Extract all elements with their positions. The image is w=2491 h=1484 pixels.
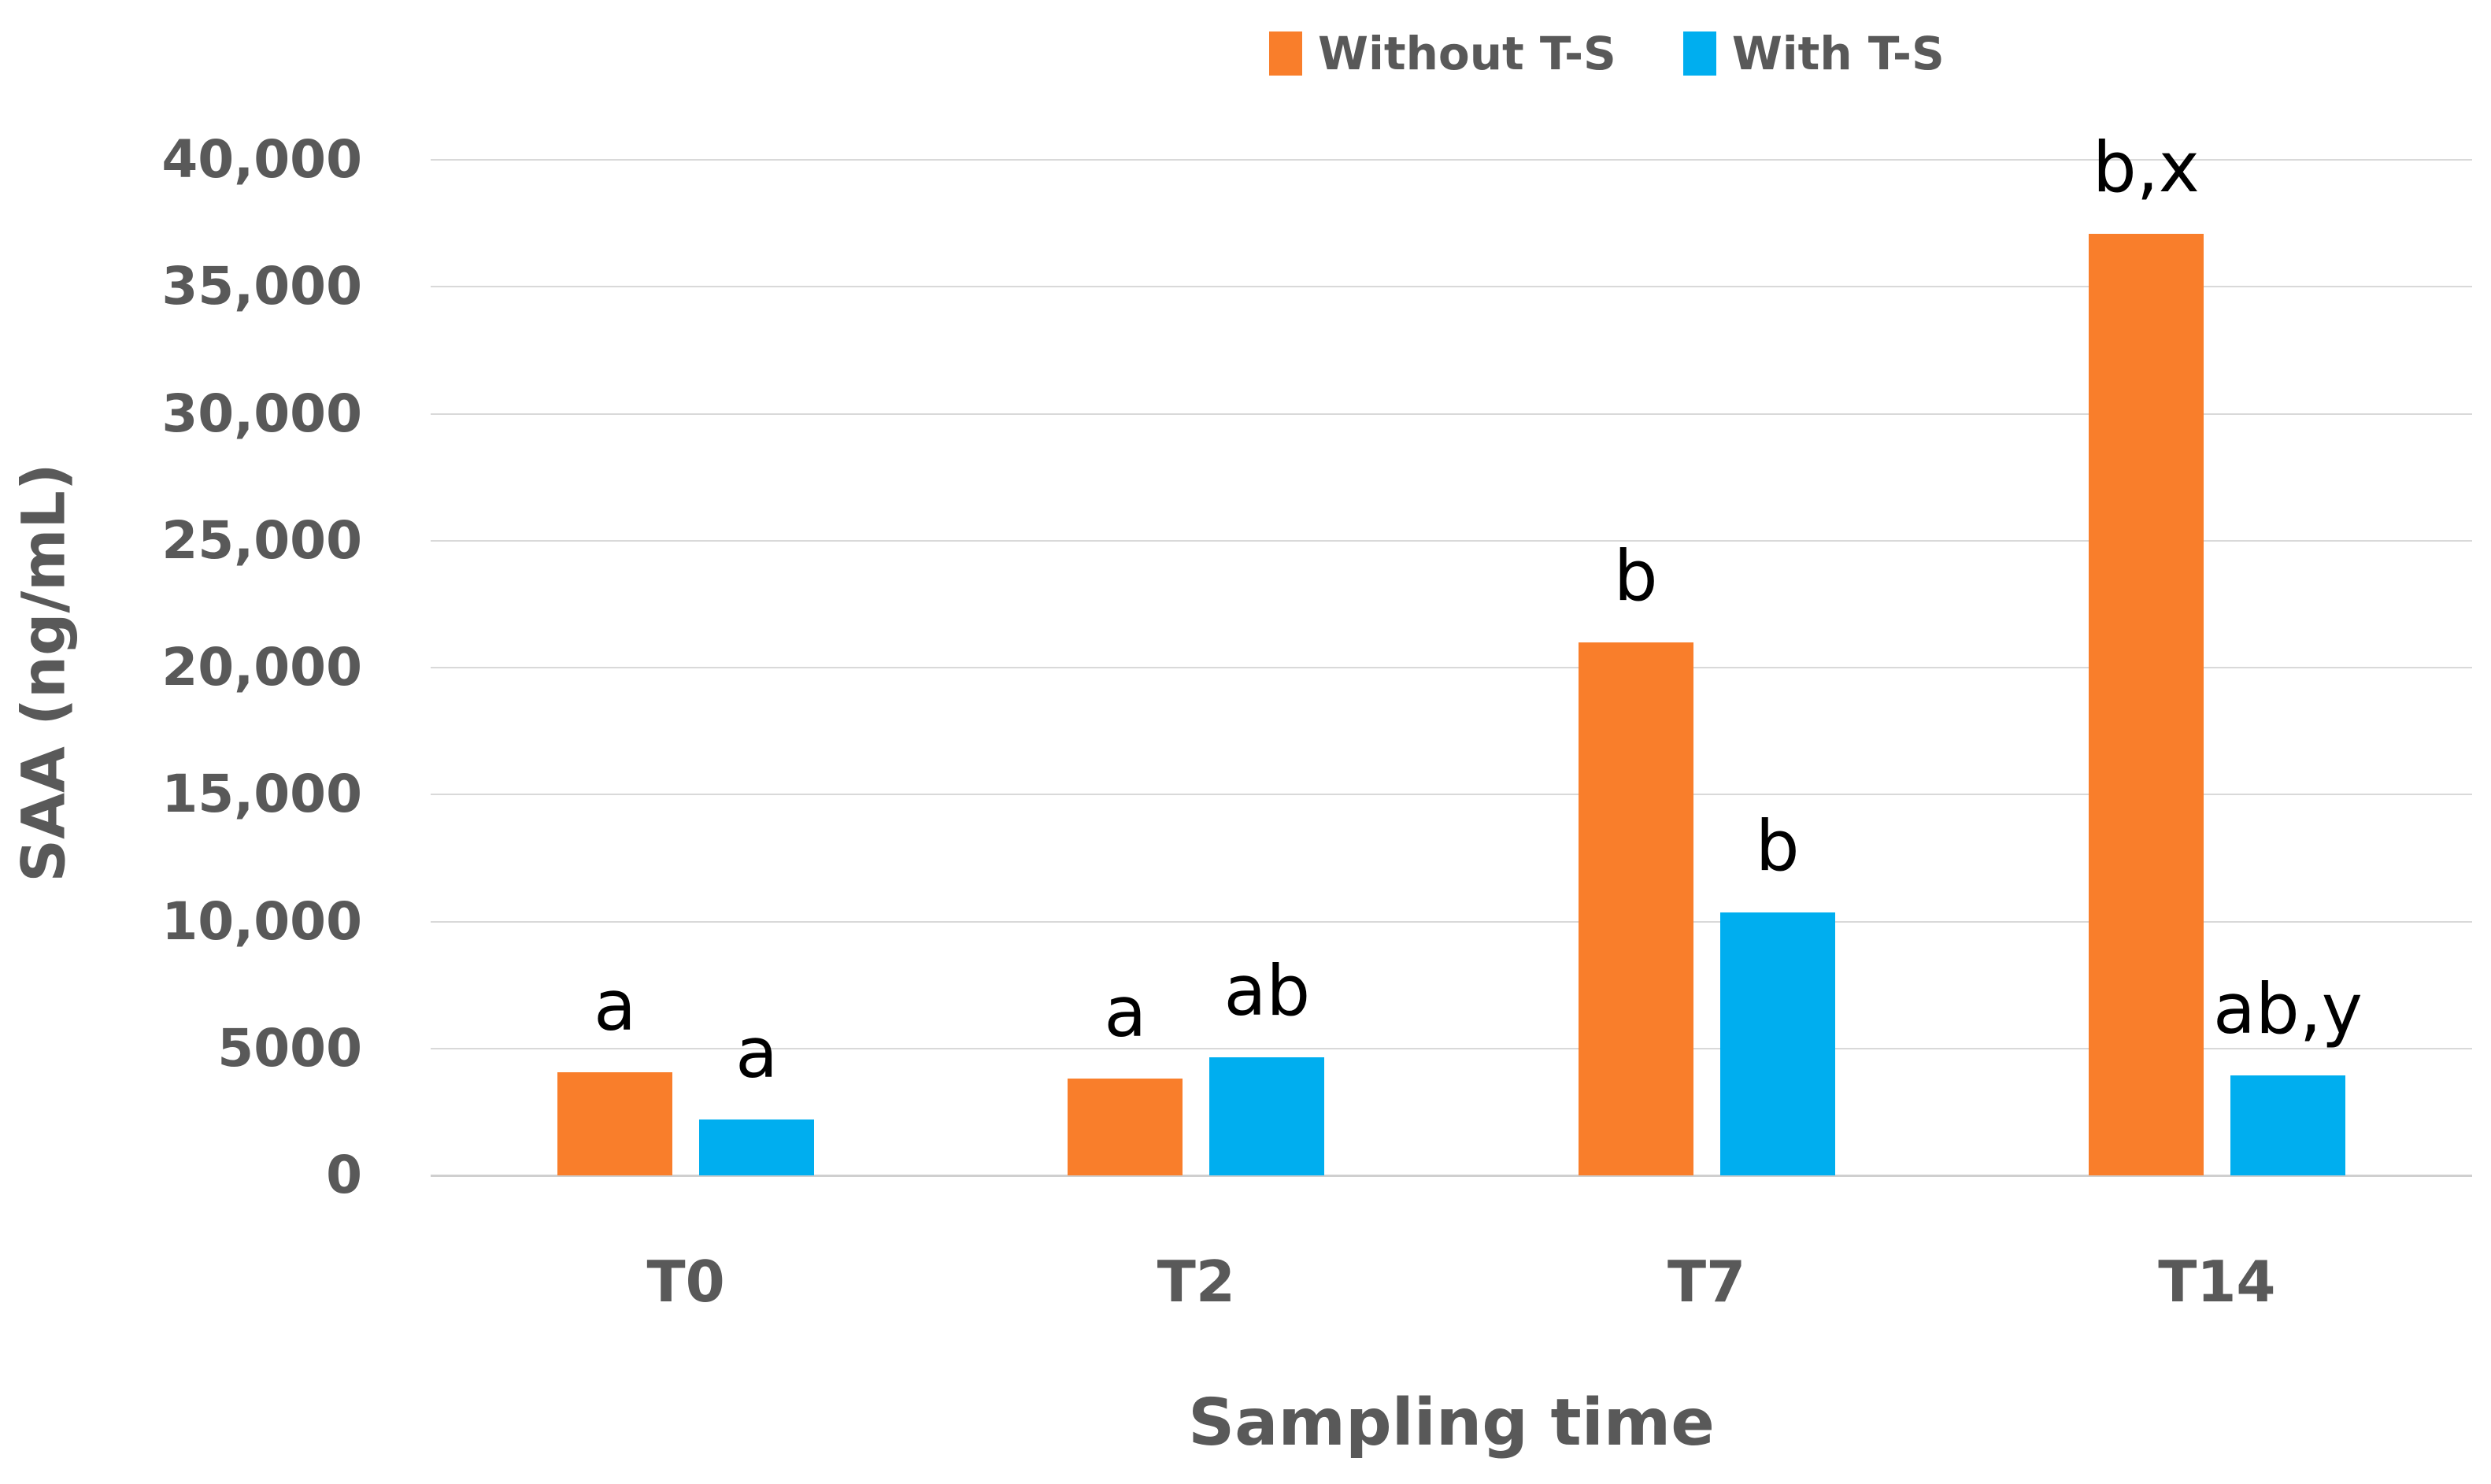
significance-label: b (1755, 805, 1800, 887)
x-category-label-T14: T14 (2158, 1249, 2276, 1315)
y-tick-label: 35,000 (161, 256, 362, 317)
bar-T14-without-ts (2088, 233, 2204, 1175)
y-tick-label: 5000 (217, 1017, 362, 1079)
legend-swatch-icon (1682, 31, 1716, 76)
bar-T14-with-ts (2230, 1075, 2345, 1175)
gridline (431, 159, 2472, 161)
x-category-label-T7: T7 (1667, 1249, 1746, 1315)
gridline (431, 667, 2472, 668)
legend-label: Without T-S (1318, 27, 1616, 80)
bar-T7-without-ts (1578, 642, 1693, 1175)
x-category-label-T2: T2 (1157, 1249, 1235, 1315)
plot-area: a a a ab b b b,x ab,y (431, 132, 2472, 1177)
x-axis-title: Sampling time (1188, 1386, 1715, 1460)
significance-label: a (735, 1012, 779, 1094)
legend-swatch-icon (1269, 31, 1302, 76)
y-tick-label: 25,000 (161, 509, 362, 571)
y-tick-label: 30,000 (161, 383, 362, 444)
gridline (431, 1047, 2472, 1049)
bar-T0-without-ts (557, 1072, 673, 1175)
bar-T0-with-ts (699, 1119, 815, 1175)
significance-label: a (1104, 971, 1147, 1053)
x-category-label-T0: T0 (646, 1249, 725, 1315)
bar-T7-with-ts (1719, 912, 1835, 1175)
gridline (431, 794, 2472, 796)
y-tick-label: 10,000 (161, 890, 362, 952)
gridline (431, 539, 2472, 542)
legend-item: Without T-S (1269, 27, 1616, 80)
significance-label: ab,y (2212, 968, 2363, 1049)
legend-item: With T-S (1682, 27, 1945, 80)
y-tick-label: 40,000 (161, 129, 362, 190)
significance-label: a (594, 965, 637, 1047)
legend-label: With T-S (1731, 27, 1945, 80)
gridline (431, 413, 2472, 415)
y-tick-label: 20,000 (161, 637, 362, 698)
significance-label: ab (1223, 950, 1311, 1032)
significance-label: b,x (2092, 126, 2200, 208)
y-tick-label: 0 (326, 1145, 362, 1205)
x-axis-line (431, 1175, 2472, 1177)
bar-T2-without-ts (1068, 1079, 1183, 1175)
bar-T2-with-ts (1209, 1057, 1325, 1175)
gridline (431, 286, 2472, 288)
gridline (431, 920, 2472, 923)
y-tick-label: 15,000 (161, 764, 362, 825)
significance-label: b (1613, 535, 1658, 616)
legend: Without T-S With T-S (1269, 20, 1945, 87)
